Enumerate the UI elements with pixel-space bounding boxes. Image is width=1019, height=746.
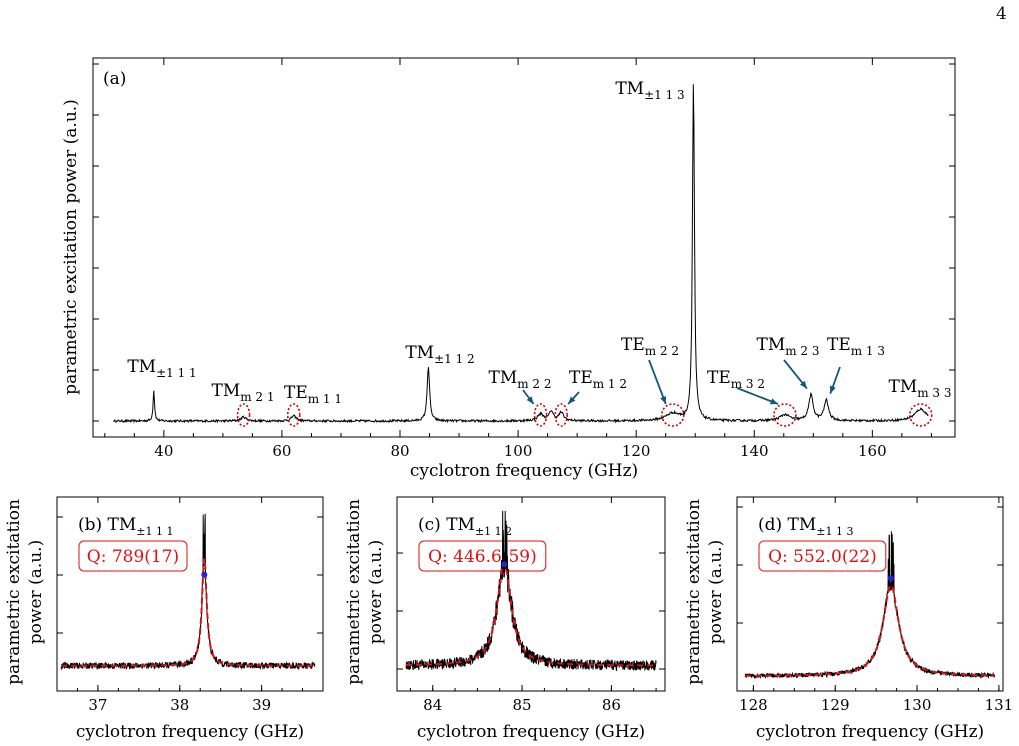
panel-a-mode-label: TMm 3 3 [888,377,951,400]
panel-frame [736,496,1004,692]
q-value: Q: 446.6(59) [428,547,537,567]
y-axis-title-line2: power (a.u.) [26,540,46,644]
x-tick-label: 85 [513,696,532,714]
lorentzian-fit-line [745,583,995,677]
panel-a-mode-circle [236,403,251,427]
q-value: Q: 789(17) [87,547,179,567]
x-axis-title: cyclotron frequency (GHz) [756,722,984,742]
q-box [758,540,887,572]
x-tick-label: 84 [423,696,442,714]
panel-c: 84 85 86 cyclotron frequency (GHz) parametri… [344,496,666,742]
x-tick-label: 39 [252,696,271,714]
x-tick-label: 128 [739,696,768,714]
q-box [78,540,188,572]
panel-a-x-axis-title: cyclotron frequency (GHz) [410,461,638,481]
panel-title: (c) TM±1 1 2 [418,515,512,538]
page-number: 4 [996,4,1007,24]
panel-a-mode-label: TM±1 1 2 [405,343,474,366]
panel-a-mode-circle [286,403,301,427]
panel-a-mode-label: TEm 2 2 [621,335,679,358]
panel-a-mode-label: TM±1 1 3 [615,79,684,102]
panel-a-mode-circle [660,403,685,427]
panel-a-x-tick-label: 60 [272,442,291,460]
lorentzian-fit-line [61,558,315,667]
panel-title: (b) TM±1 1 1 [78,515,174,538]
panel-a-mode-label: TEm 1 3 [827,335,885,358]
panel-a-mode-label: TEm 1 1 [284,383,342,406]
panel-a-label: (a) [103,69,126,89]
panel-a-arrowhead [526,396,534,404]
panel-a-mode-label: TM±1 1 1 [127,357,196,380]
spectrum-line [405,510,657,672]
panel-a-arrowhead [660,396,667,404]
x-axis-title: cyclotron frequency (GHz) [417,722,645,742]
panel-a-arrowhead [829,385,836,394]
peak-marker [501,561,508,568]
panel-a-spectrum-line [113,84,929,424]
panel-a: 40 60 80 100 120 140 160 cyclotron frequency (G… [61,57,956,481]
panel-a-x-tick-label: 100 [504,442,533,460]
y-axis-title-line1: parametric excitation [684,499,704,685]
panel-frame [396,496,666,692]
q-value: Q: 552.0(22) [768,547,877,567]
q-box [418,540,547,572]
panel-a-arrowhead [568,396,576,404]
panel-a-mode-circle [533,403,548,427]
panel-a-mode-circle [908,403,933,427]
panel-a-mode-label: TMm 2 2 [488,368,551,391]
panel-a-x-tick-label: 140 [740,442,769,460]
panel-a-x-tick-label: 120 [622,442,651,460]
panel-a-arrow [648,359,667,405]
panel-a-x-tick-label: 160 [858,442,887,460]
x-tick-label: 86 [602,696,621,714]
x-tick-label: 129 [821,696,850,714]
panel-a-mode-label: TMm 2 3 [756,335,819,358]
y-axis-title-line2: power (a.u.) [366,540,386,644]
panel-a-x-tick-label: 80 [390,442,409,460]
panel-a-x-tick-label: 40 [154,442,173,460]
panel-a-arrowhead [769,398,778,405]
y-axis-title-line1: parametric excitation [4,499,24,685]
x-tick-label: 38 [170,696,189,714]
y-axis-title-line1: parametric excitation [344,499,364,685]
peak-marker [201,571,208,578]
x-tick-label: 130 [903,696,932,714]
panel-b: 37 38 39 cyclotron frequency (GHz) parametri… [4,496,324,742]
x-tick-label: 131 [985,696,1014,714]
y-axis-title-line2: power (a.u.) [706,540,726,644]
spectrum-line [60,513,316,671]
panel-a-mode-label: TEm 1 2 [569,368,627,391]
peak-marker [887,575,894,582]
panel-a-arrowhead [799,380,807,389]
panel-a-mode-circle [554,403,568,427]
x-tick-label: 37 [88,696,107,714]
x-axis-title: cyclotron frequency (GHz) [76,722,304,742]
panel-a-y-axis-title: parametric excitation power (a.u.) [61,99,81,395]
lorentzian-fit-line [405,561,657,667]
panel-frame [56,496,324,692]
panel-title: (d) TM±1 1 3 [758,515,854,538]
panel-a-mode-label: TMm 2 1 [211,381,274,404]
panel-a-mode-label: TEm 3 2 [707,368,765,391]
panel-a-mode-circle [773,403,797,427]
panel-a-frame [92,57,956,438]
